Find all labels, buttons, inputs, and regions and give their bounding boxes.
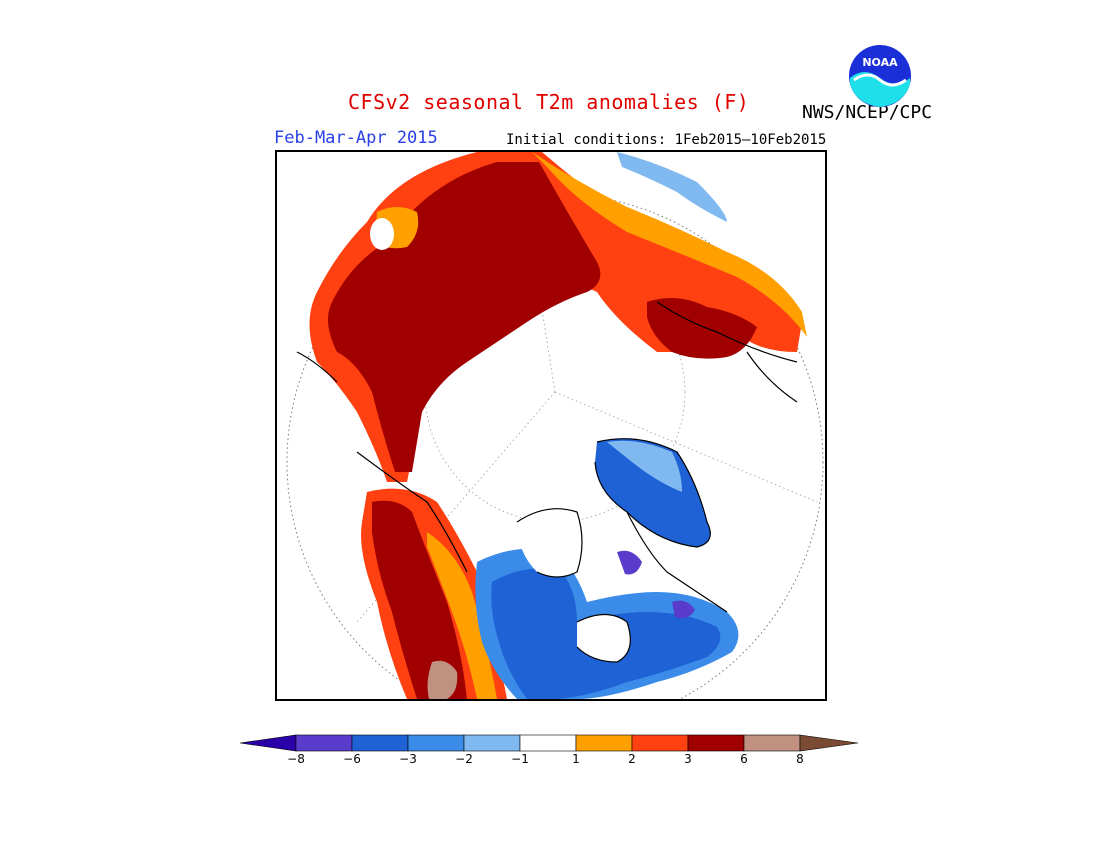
legend-tick-label: −6	[343, 752, 361, 766]
legend-swatch	[799, 734, 859, 752]
very-cold-patch-hudson	[617, 550, 642, 575]
cool-anomaly-greenland	[595, 438, 711, 547]
legend-tick-label: −1	[511, 752, 529, 766]
neutral-patch	[370, 218, 394, 250]
legend-swatch	[407, 734, 465, 752]
legend-swatch	[519, 734, 577, 752]
coastlines	[296, 301, 798, 663]
polar-map-canvas	[286, 152, 824, 699]
neutral-land-hudson	[577, 614, 631, 662]
agency-label: NWS/NCEP/CPC	[802, 102, 933, 123]
polar-map	[275, 150, 827, 701]
legend-tick-label: 1	[572, 752, 580, 766]
warm-anomaly-light-west	[427, 532, 497, 699]
legend-tick-label: 3	[684, 752, 692, 766]
very-warm-patch	[427, 660, 458, 699]
warm-anomaly-light-band	[532, 152, 807, 337]
legend-tick-label: −2	[455, 752, 473, 766]
legend-swatch	[295, 734, 353, 752]
legend-swatch	[351, 734, 409, 752]
latitude-circle	[286, 193, 824, 699]
legend-swatch	[743, 734, 801, 752]
legend-tick-label: 8	[796, 752, 804, 766]
cool-anomaly-greenland-light	[607, 440, 682, 492]
noaa-logo-icon: NOAA	[849, 45, 911, 107]
cool-anomaly-north-europe	[617, 152, 727, 222]
legend-swatch	[240, 734, 297, 752]
legend-swatch	[687, 734, 745, 752]
initial-conditions-label: Initial conditions: 1Feb2015–10Feb2015	[506, 132, 827, 148]
legend-swatch	[575, 734, 633, 752]
legend-tick-label: −3	[399, 752, 417, 766]
very-cold-patch-east	[672, 600, 695, 619]
legend-tick-label: −8	[287, 752, 305, 766]
color-legend	[240, 734, 859, 752]
season-label: Feb-Mar-Apr 2015	[274, 128, 438, 148]
legend-tick-label: 2	[628, 752, 636, 766]
neutral-land-archipelago	[517, 508, 582, 577]
logo-text: NOAA	[862, 56, 898, 69]
legend-swatch	[463, 734, 521, 752]
legend-swatch	[631, 734, 689, 752]
chart-title: CFSv2 seasonal T2m anomalies (F)	[348, 90, 750, 114]
warm-anomaly-region-west-coast-core	[372, 500, 467, 699]
legend-tick-label: 6	[740, 752, 748, 766]
